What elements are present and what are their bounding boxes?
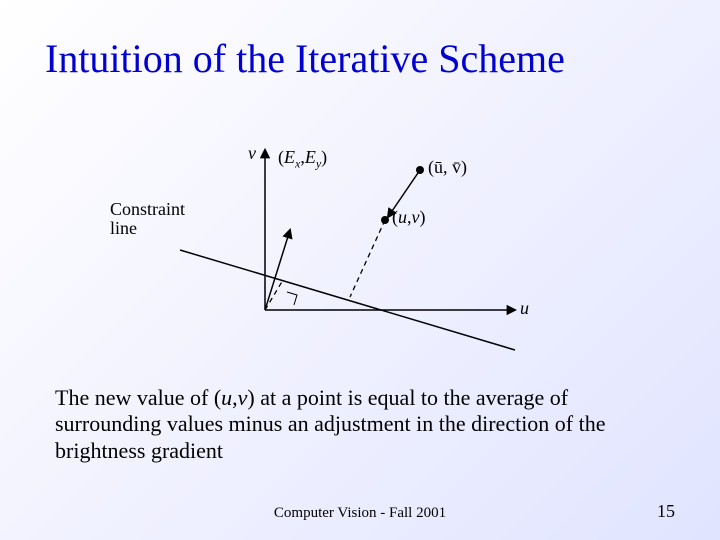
- uvbar-label: (ū, v̄): [428, 157, 467, 178]
- uv-point: [381, 216, 389, 224]
- page-number: 15: [657, 501, 675, 522]
- gradient-x-sub: x: [295, 157, 300, 171]
- perp-mark: [287, 292, 297, 305]
- diagram-svg: [170, 135, 570, 355]
- constraint-line-label: Constraint line: [110, 200, 185, 238]
- dashed-uv-to-line: [350, 220, 385, 297]
- gradient-arrow: [265, 230, 290, 310]
- gradient-y-sub: y: [316, 157, 321, 171]
- gradient-Ey: E: [305, 147, 316, 167]
- gradient-label: (Ex,Ey): [278, 147, 327, 172]
- v-axis-label: v: [248, 143, 256, 164]
- dashed-projection: [265, 280, 283, 310]
- slide-title: Intuition of the Iterative Scheme: [45, 35, 675, 82]
- footer-text: Computer Vision - Fall 2001: [0, 505, 720, 522]
- uvbar-point: [416, 166, 424, 174]
- u-axis-label: u: [520, 298, 529, 319]
- constraint-line: [180, 250, 515, 350]
- uv-label: (u,v): [392, 207, 426, 228]
- constraint-line-label-text: Constraint line: [110, 199, 185, 238]
- slide: Intuition of the Iterative Scheme: [0, 0, 720, 540]
- gradient-Ex: E: [284, 147, 295, 167]
- body-text: The new value of (u,v) at a point is equ…: [55, 385, 665, 464]
- diagram-container: v u Constraint line (Ex,Ey) (ū, v̄) (u,v…: [170, 135, 570, 355]
